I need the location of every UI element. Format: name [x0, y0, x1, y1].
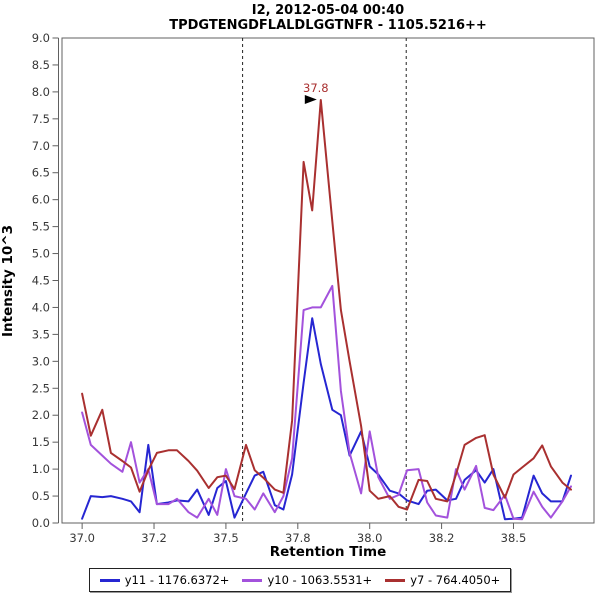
legend-item-y11: y11 - 1176.6372+	[99, 573, 230, 587]
chart-title-block: I2, 2012-05-04 00:40 TPDGTENGDFLALDLGGTN…	[62, 3, 594, 33]
y-tick-label: 3.5	[32, 327, 50, 341]
y-tick-label: 4.0	[32, 300, 50, 314]
y-tick-label: 2.5	[32, 381, 50, 395]
legend-row: y11 - 1176.6372+ y10 - 1063.5531+ y7 - 764…	[0, 568, 600, 592]
y-tick-label: 3.0	[32, 354, 50, 368]
series-line-y11	[81, 317, 572, 521]
peak-rt-annotation: 37.8	[303, 81, 329, 95]
legend-item-y10: y10 - 1063.5531+	[242, 573, 372, 587]
y-tick-label: 6.0	[32, 193, 50, 207]
x-tick-label: 37.8	[285, 531, 311, 545]
legend-item-y7: y7 - 764.4050+	[385, 573, 500, 587]
y-tick-label: 0.5	[32, 489, 50, 503]
x-tick-label: 37.2	[141, 531, 167, 545]
x-tick-label: 38.2	[429, 531, 455, 545]
legend-swatch-y10	[242, 578, 263, 582]
y-tick-label: 8.5	[32, 58, 50, 72]
legend-swatch-y11	[99, 578, 120, 582]
y-tick-label: 1.5	[32, 435, 50, 449]
y-tick-label: 1.0	[32, 462, 50, 476]
legend-label-y11: y11 - 1176.6372+	[124, 573, 230, 587]
y-tick-label: 9.0	[32, 31, 50, 45]
x-tick-label: 38.0	[357, 531, 383, 545]
y-tick-label: 5.5	[32, 220, 50, 234]
plot-frame	[61, 37, 595, 524]
y-tick-label: 6.5	[32, 166, 50, 180]
y-tick-label: 4.5	[32, 274, 50, 288]
y-tick-label: 7.5	[32, 112, 50, 126]
chart-subtitle: TPDGTENGDFLALDLGGTNFR - 1105.5216++	[169, 18, 487, 33]
legend-label-y10: y10 - 1063.5531+	[267, 573, 373, 587]
y-tick-label: 0.0	[32, 516, 50, 530]
peak-arrow-icon	[304, 94, 317, 104]
x-tick-label: 37.0	[69, 531, 95, 545]
legend: y11 - 1176.6372+ y10 - 1063.5531+ y7 - 764…	[88, 568, 512, 592]
x-tick-label: 38.5	[501, 531, 527, 545]
series-line-y10	[81, 284, 572, 521]
chart-title: I2, 2012-05-04 00:40	[251, 3, 405, 18]
legend-swatch-y7	[385, 578, 406, 582]
y-tick-label: 5.0	[32, 247, 50, 261]
y-tick-label: 8.0	[32, 85, 50, 99]
legend-label-y7: y7 - 764.4050+	[410, 573, 501, 587]
y-tick-label: 2.0	[32, 408, 50, 422]
series-line-y7	[81, 99, 572, 511]
x-tick-label: 37.5	[213, 531, 239, 545]
y-tick-label: 7.0	[32, 139, 50, 153]
y-axis-title: Intensity 10^3	[0, 225, 16, 337]
x-axis-title: Retention Time	[269, 544, 387, 560]
